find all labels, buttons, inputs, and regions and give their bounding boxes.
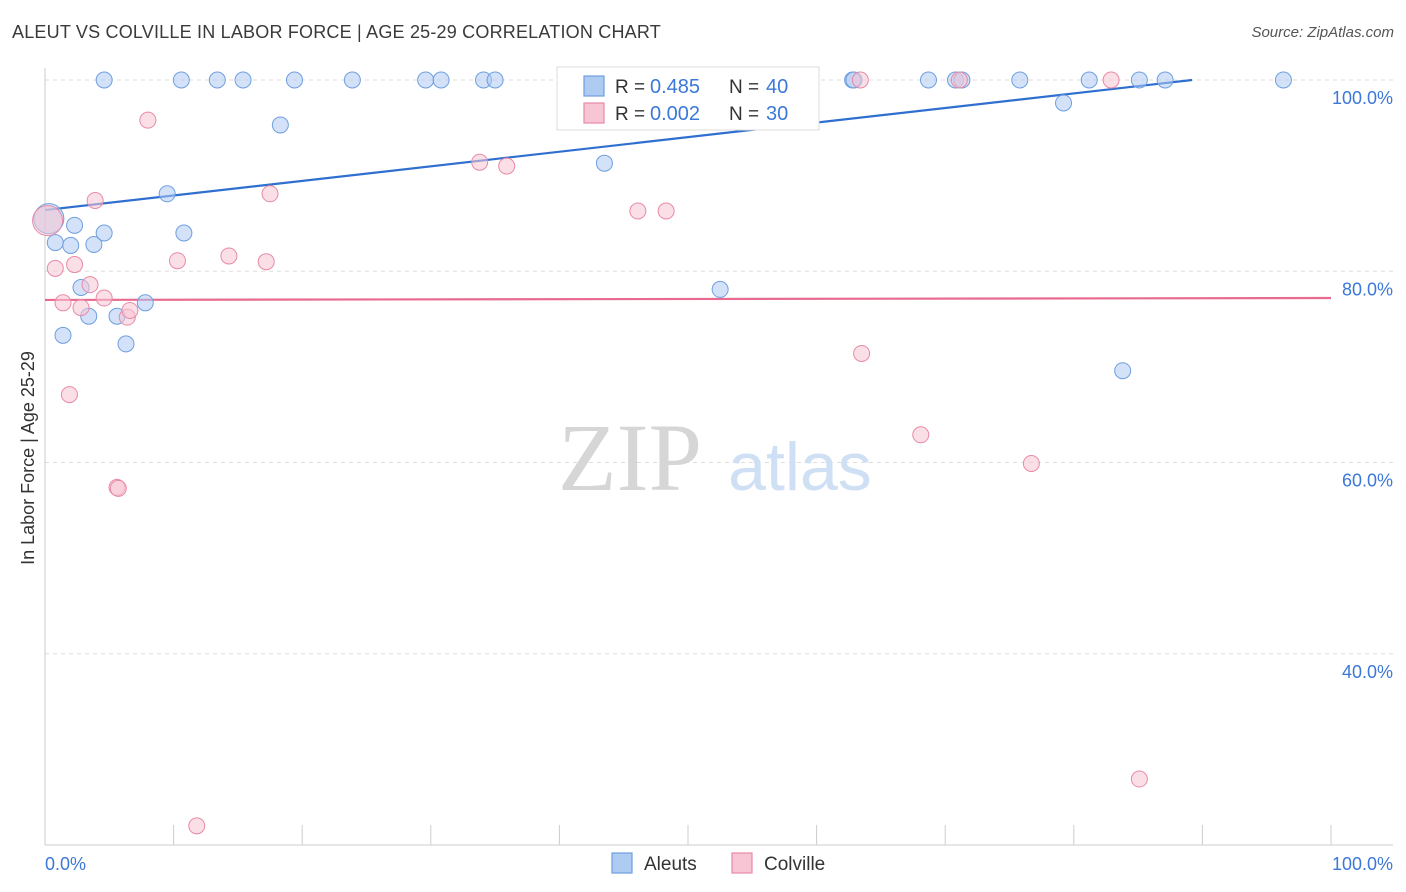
colville-point	[81, 276, 99, 294]
aleuts-point	[208, 71, 226, 89]
aleuts-point	[1130, 71, 1148, 89]
colville-point	[1102, 71, 1120, 89]
colville-point	[188, 817, 206, 835]
stats-n-value: 40	[766, 76, 788, 98]
colville-point	[32, 205, 64, 237]
legend-swatch	[731, 852, 753, 874]
colville-point	[950, 71, 968, 89]
legend-label: Aleuts	[644, 854, 697, 875]
colville-point	[72, 299, 90, 317]
stats-r-label: R =	[615, 104, 645, 125]
aleuts-point	[432, 71, 450, 89]
aleuts-point	[158, 185, 176, 203]
watermark: ZIP atlas	[558, 404, 872, 511]
colville-point	[851, 71, 869, 89]
aleuts-point	[919, 71, 937, 89]
y-tick-label: 40.0%	[1342, 662, 1393, 682]
colville-point	[853, 344, 871, 362]
legend-label: Colville	[764, 854, 825, 875]
colville-point	[54, 294, 72, 312]
colville-point	[498, 157, 516, 175]
y-tick-labels: 100.0% 80.0% 60.0% 40.0%	[1332, 88, 1393, 682]
aleuts-point	[66, 216, 84, 234]
x-tick-label: 0.0%	[45, 854, 86, 874]
axes	[44, 68, 1393, 846]
aleuts-point	[343, 71, 361, 89]
data-points	[32, 71, 1292, 835]
aleuts-point	[175, 224, 193, 242]
aleuts-point	[95, 71, 113, 89]
stats-r-label: R =	[615, 77, 645, 98]
colville-point	[86, 191, 104, 209]
aleuts-trend-line	[44, 78, 1193, 212]
colville-trend-line	[44, 296, 1332, 302]
stats-legend: R = 0.485 N = 40 R = 0.002 N = 30	[556, 66, 820, 131]
aleuts-point	[486, 71, 504, 89]
aleuts-point	[1274, 71, 1292, 89]
y-tick-label: 60.0%	[1342, 471, 1393, 491]
watermark-zip: ZIP	[558, 404, 702, 511]
x-tick-labels: 0.0% 100.0%	[45, 854, 1393, 874]
stats-legend-swatch	[583, 102, 605, 124]
stats-r-value: 0.002	[650, 103, 700, 125]
colville-point	[109, 479, 127, 497]
aleuts-point	[234, 71, 252, 89]
bottom-legend: Aleuts Colville	[611, 852, 825, 875]
aleuts-point	[417, 71, 435, 89]
aleuts-point	[595, 154, 613, 172]
y-axis-label: In Labor Force | Age 25-29	[18, 351, 38, 565]
aleuts-point	[1080, 71, 1098, 89]
watermark-atlas: atlas	[728, 429, 872, 505]
y-tick-label: 100.0%	[1332, 88, 1393, 108]
x-tick-label: 100.0%	[1332, 854, 1393, 874]
colville-point	[261, 185, 279, 203]
aleuts-point	[85, 235, 103, 253]
aleuts-point	[54, 326, 72, 344]
trend-lines	[44, 78, 1332, 302]
colville-point	[220, 247, 238, 265]
colville-point	[139, 111, 157, 129]
aleuts-point	[271, 116, 289, 134]
colville-point	[66, 256, 84, 274]
colville-point	[95, 289, 113, 307]
colville-point	[168, 252, 186, 270]
colville-point	[1130, 770, 1148, 788]
aleuts-point	[46, 234, 64, 252]
aleuts-point	[117, 335, 135, 353]
stats-n-label: N =	[729, 77, 759, 98]
legend-swatch	[611, 852, 633, 874]
colville-point	[46, 259, 64, 277]
aleuts-point	[711, 280, 729, 298]
aleuts-point	[136, 294, 154, 312]
aleuts-point	[285, 71, 303, 89]
stats-r-value: 0.485	[650, 76, 700, 98]
stats-n-value: 30	[766, 103, 788, 125]
aleuts-point	[1011, 71, 1029, 89]
aleuts-point	[62, 236, 80, 254]
aleuts-point	[1055, 94, 1073, 112]
aleuts-point	[95, 224, 113, 242]
aleuts-point	[172, 71, 190, 89]
y-tick-label: 80.0%	[1342, 279, 1393, 299]
stats-legend-swatch	[583, 75, 605, 97]
chart-title: ALEUT VS COLVILLE IN LABOR FORCE | AGE 2…	[12, 22, 661, 42]
aleuts-point	[1156, 71, 1174, 89]
grid-lines	[45, 79, 1393, 655]
colville-point	[657, 202, 675, 220]
aleuts-point	[1114, 362, 1132, 380]
colville-point	[60, 386, 78, 404]
colville-point	[121, 301, 139, 319]
colville-point	[471, 153, 489, 171]
colville-point	[629, 202, 647, 220]
colville-point	[257, 253, 275, 271]
colville-point	[1022, 454, 1040, 472]
source-label: Source: ZipAtlas.com	[1251, 24, 1394, 41]
stats-n-label: N =	[729, 104, 759, 125]
colville-point	[912, 426, 930, 444]
